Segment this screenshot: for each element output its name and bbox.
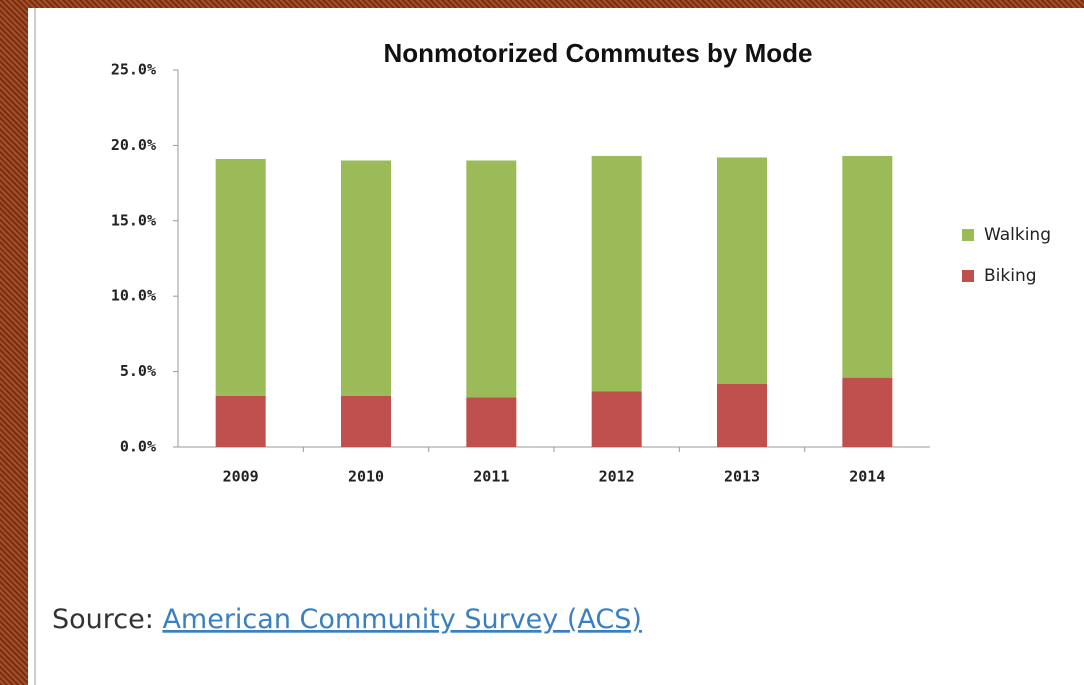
source-label: Source: American Community Survey (ACS) <box>52 604 642 635</box>
bar-segment <box>717 383 767 447</box>
y-tick-label: 10.0% <box>111 287 156 305</box>
y-tick-label: 5.0% <box>120 362 156 380</box>
y-tick-label: 20.0% <box>111 136 156 154</box>
legend-swatch <box>962 229 974 241</box>
bar-segment <box>341 160 391 396</box>
bar-segment <box>842 155 893 378</box>
bar-segment <box>466 160 517 398</box>
legend-label: Biking <box>984 266 1037 286</box>
source-prefix: Source: <box>52 604 154 635</box>
bar-segment <box>591 391 642 447</box>
x-tick-label: 2014 <box>849 468 885 486</box>
chart-title: Nonmotorized Commutes by Mode <box>383 38 812 68</box>
x-tick-label: 2010 <box>348 468 384 486</box>
y-tick-label: 15.0% <box>111 211 156 229</box>
bar-segment <box>591 155 642 392</box>
bar-segment <box>341 395 391 447</box>
y-tick-label: 25.0% <box>111 61 156 79</box>
x-tick-label: 2012 <box>599 468 635 486</box>
x-tick-label: 2009 <box>223 468 259 486</box>
legend-label: Walking <box>984 225 1051 245</box>
y-tick-label: 0.0% <box>120 438 156 456</box>
bar-segment <box>466 397 517 447</box>
bar-segment <box>215 158 266 396</box>
x-tick-label: 2013 <box>724 468 760 486</box>
bar-segment <box>717 157 767 384</box>
x-tick-label: 2011 <box>473 468 509 486</box>
bar-segment <box>842 377 893 447</box>
content-panel <box>28 8 1084 685</box>
legend-swatch <box>962 270 974 282</box>
source-link[interactable]: American Community Survey (ACS) <box>162 604 641 635</box>
bar-segment <box>215 395 266 447</box>
